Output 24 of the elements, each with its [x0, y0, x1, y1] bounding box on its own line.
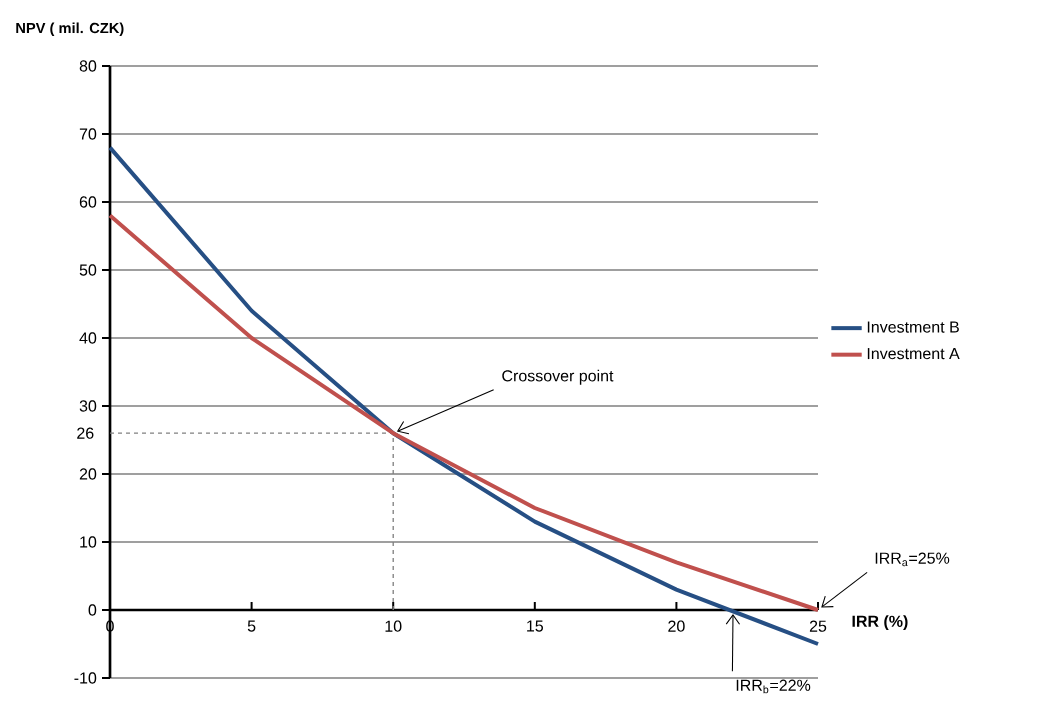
y-tick-label: 10 — [80, 536, 97, 548]
line-series — [108, 213, 821, 612]
y-tick-label: 70 — [79, 128, 97, 140]
y-tick-label: 50 — [79, 264, 97, 276]
ref-line-label: 26 — [77, 427, 94, 439]
x-tick-label: 15 — [527, 620, 544, 632]
x-tick-label: 5 — [247, 620, 256, 632]
y-tick-label: 20 — [79, 468, 97, 480]
annotation: IRR$_{b}$=22% — [736, 679, 811, 694]
x-tick-label: 10 — [385, 620, 402, 632]
y-tick-label: 60 — [79, 196, 97, 208]
legend-label: Investment A — [867, 348, 960, 360]
annotation: IRR$_{a}$=25% — [875, 552, 950, 567]
y-axis-title: NPV ( mil. CZK) — [16, 22, 124, 37]
y-tick-label: 80 — [79, 60, 97, 72]
x-tick-label: 25 — [809, 620, 827, 632]
y-tick-label: 40 — [79, 332, 97, 344]
y-tick-label: 0 — [88, 604, 97, 616]
x-axis-title: IRR (%) — [852, 615, 908, 631]
x-tick-label: 20 — [668, 620, 685, 632]
y-tick-label: 30 — [79, 400, 97, 412]
annotation: Crossover point — [502, 369, 614, 385]
y-tick-label: -10 — [74, 672, 97, 684]
legend-label: Investment B — [867, 321, 959, 333]
